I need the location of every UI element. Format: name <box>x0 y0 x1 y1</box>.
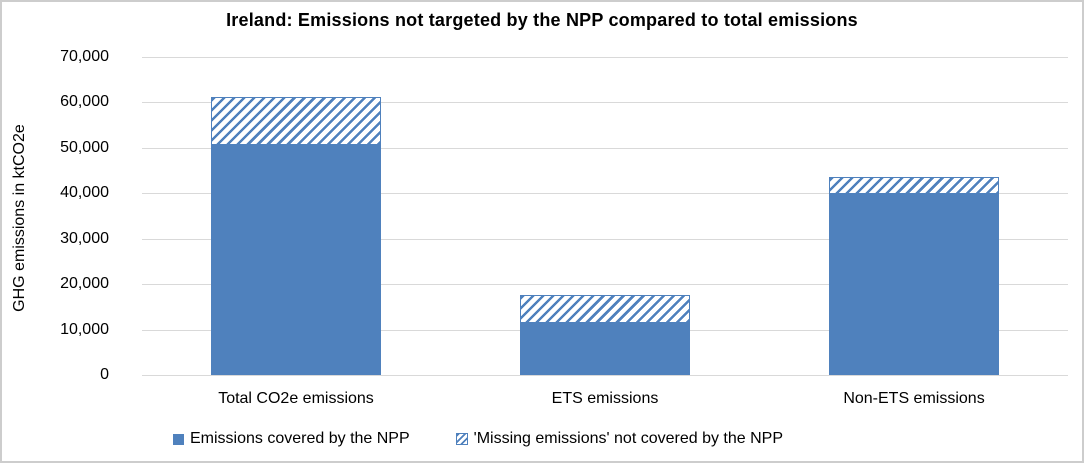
gridline <box>142 193 1068 194</box>
gridline <box>142 57 1068 58</box>
category-axis: Total CO2e emissions ETS emissions Non-ETS… <box>142 390 1068 410</box>
bar-segment-missing <box>829 176 999 194</box>
bar-segment-covered <box>211 145 381 375</box>
legend-label-missing: 'Missing emissions' not covered by the N… <box>473 430 784 447</box>
gridline <box>142 375 1068 376</box>
y-tick-label: 20,000 <box>60 275 109 292</box>
y-tick-label: 60,000 <box>60 93 109 110</box>
plot-area: 70,000 60,000 50,000 40,000 30,000 20,000 10,0… <box>60 48 1068 383</box>
gridline <box>142 102 1068 103</box>
category-label: Non-ETS emissions <box>843 390 985 407</box>
legend-solid-swatch-icon <box>173 433 184 445</box>
y-tick-label: 10,000 <box>60 321 109 338</box>
legend-hatch-swatch-icon <box>455 433 468 445</box>
y-tick-label: 30,000 <box>60 230 109 247</box>
y-tick-label: 40,000 <box>60 184 109 201</box>
category-label: ETS emissions <box>551 390 659 407</box>
category-label: Total CO2e emissions <box>218 390 374 407</box>
gridline <box>142 284 1068 285</box>
bar-segment-covered <box>520 323 690 375</box>
legend-item-missing: 'Missing emissions' not covered by the N… <box>455 430 784 448</box>
bar-segment-covered <box>829 193 999 375</box>
legend-item-covered: Emissions covered by the NPP <box>173 430 410 448</box>
y-tick-label: 0 <box>100 366 109 383</box>
gridline <box>142 148 1068 149</box>
chart-title: Ireland: Emissions not targeted by the N… <box>226 10 858 30</box>
bar-segment-missing <box>211 96 381 146</box>
y-tick-label: 70,000 <box>60 48 109 65</box>
legend-label-covered: Emissions covered by the NPP <box>190 430 410 447</box>
legend: Emissions covered by the NPP 'Missing em… <box>173 430 783 448</box>
gridline <box>142 239 1068 240</box>
y-tick-label: 50,000 <box>60 139 109 156</box>
bar-segment-missing <box>520 295 690 324</box>
